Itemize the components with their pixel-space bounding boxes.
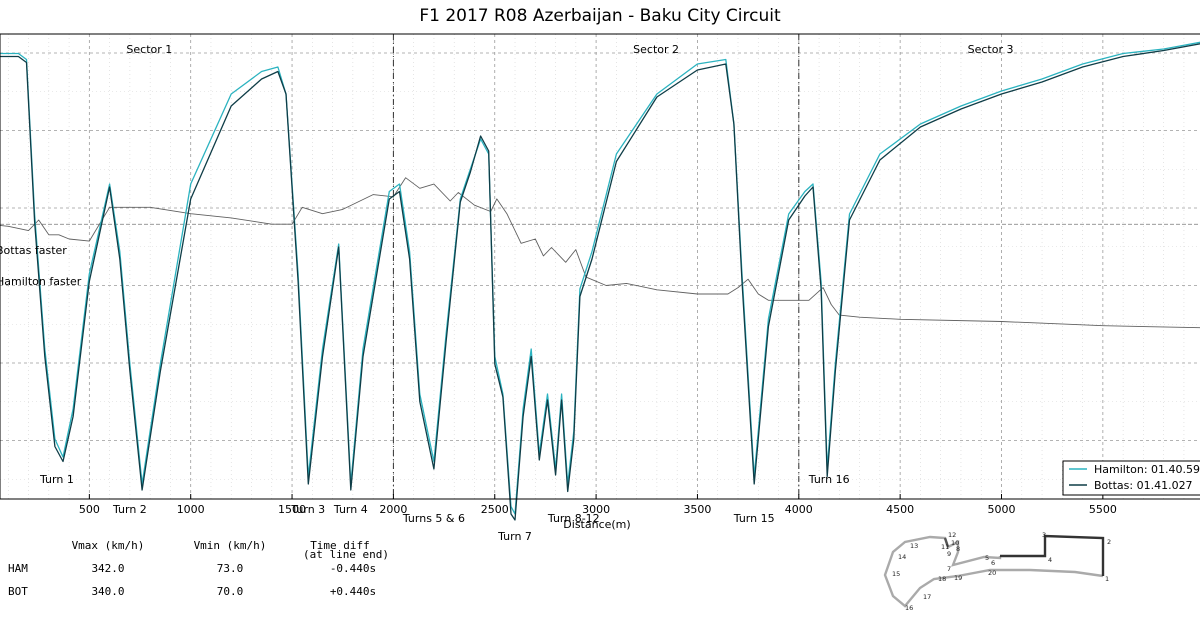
minimap-corner-number: 19 [954, 574, 962, 582]
hamilton-speed-line [0, 41, 1200, 515]
grid-lines [0, 34, 1200, 499]
bottas-faster-annotation: Bottas faster [0, 244, 67, 257]
minimap-corner-number: 4 [1048, 556, 1052, 564]
x-tick-label: 5500 [1089, 503, 1117, 516]
corner-label: Turn 3 [290, 503, 325, 516]
minimap-corner-number: 11 [941, 543, 949, 551]
header-vmax: Vmax (km/h) [72, 539, 145, 552]
track-sector-light [883, 535, 1104, 608]
time-diff-value: -0.440s [330, 562, 376, 575]
legend-box [1062, 460, 1200, 496]
sector-label: Sector 3 [968, 43, 1014, 56]
minimap-corner-number: 20 [988, 569, 996, 577]
corner-label: Turn 16 [808, 473, 850, 486]
x-tick-label: 3000 [582, 503, 610, 516]
corner-label: Turn 7 [497, 530, 532, 543]
minimap-corner-number: 1 [1105, 575, 1109, 583]
time-diff-line [0, 177, 1200, 329]
corner-label: Turn 2 [112, 503, 147, 516]
hamilton-faster-annotation: Hamilton faster [0, 275, 82, 288]
plot-frame [0, 33, 1200, 500]
minimap-corner-number: 12 [948, 531, 956, 539]
corner-label: Turns 5 & 6 [402, 512, 465, 525]
x-tick-label: 5000 [988, 503, 1016, 516]
minimap-corner-number: 15 [892, 570, 900, 578]
minimap-corner-number: 5 [985, 554, 989, 562]
stats-row-bot: BOT 340.0 70.0 +0.440s [8, 585, 376, 598]
x-axis-label: Distance(m) [563, 518, 630, 531]
minimap-corner-number: 16 [905, 604, 913, 612]
driver-code: HAM [8, 562, 28, 575]
x-tick-label: 1500 [278, 503, 306, 516]
corner-labels: Turn 1 Turn 2 Turn 3 Turn 4 Turns 5 & 6 Turn … [39, 473, 850, 543]
vmin-value: 70.0 [217, 585, 244, 598]
stats-table: Vmax (km/h) Vmin (km/h) Time diff (at li… [8, 539, 389, 598]
corner-label: Turn 15 [733, 512, 775, 525]
legend-label-hamilton: Hamilton: 01.40.593 [1094, 463, 1200, 476]
data-series [0, 41, 1200, 521]
header-at-line-end: (at line end) [303, 548, 389, 561]
sector-label: Sector 1 [126, 43, 172, 56]
vmin-value: 73.0 [217, 562, 244, 575]
bottas-speed-line [0, 43, 1200, 521]
track-sector-dark [1000, 534, 1105, 576]
minimap-corner-number: 8 [956, 545, 960, 553]
driver-code: BOT [8, 585, 28, 598]
x-tick-label: 2500 [481, 503, 509, 516]
header-vmin: Vmin (km/h) [194, 539, 267, 552]
minimap-corner-number: 7 [947, 565, 951, 573]
track-sector-mid [943, 537, 950, 548]
minimap-corner-number: 18 [938, 575, 946, 583]
minimap-corner-number: 2 [1107, 538, 1111, 546]
header-time-diff: Time diff [310, 539, 370, 552]
minimap-corner-number: 17 [923, 593, 931, 601]
sector-label: Sector 2 [633, 43, 679, 56]
vmax-value: 342.0 [91, 562, 124, 575]
x-tick-label: 3500 [683, 503, 711, 516]
minimap-corner-number: 3 [1042, 531, 1046, 539]
corner-label: Turn 4 [333, 503, 368, 516]
x-tick-label: 500 [79, 503, 100, 516]
sector-labels: Sector 1 Sector 2 Sector 3 [126, 43, 1013, 56]
vmax-value: 340.0 [91, 585, 124, 598]
chart-title: F1 2017 R08 Azerbaijan - Baku City Circu… [419, 6, 781, 26]
x-tick-label: 4500 [886, 503, 914, 516]
stats-row-ham: HAM 342.0 73.0 -0.440s [8, 562, 376, 575]
minimap-corner-number: 14 [898, 553, 906, 561]
minimap-corner-number: 10 [951, 539, 959, 547]
x-tick-label: 4000 [785, 503, 813, 516]
x-axis-ticks: 500 1000 1500 2000 2500 3000 3500 4000 4500 5000 5… [79, 494, 1117, 516]
time-diff-value: +0.440s [330, 585, 376, 598]
corner-label: Turn 8-12 [547, 512, 600, 525]
minimap-corner-number: 9 [947, 550, 951, 558]
legend-label-bottas: Bottas: 01.41.027 [1094, 479, 1193, 492]
corner-label: Turn 1 [39, 473, 74, 486]
x-tick-label: 1000 [177, 503, 205, 516]
minimap-corner-number: 6 [991, 559, 995, 567]
x-tick-label: 2000 [379, 503, 407, 516]
legend: Hamilton: 01.40.593 Bottas: 01.41.027 [1062, 460, 1200, 496]
minimap-corner-number: 13 [910, 542, 918, 550]
